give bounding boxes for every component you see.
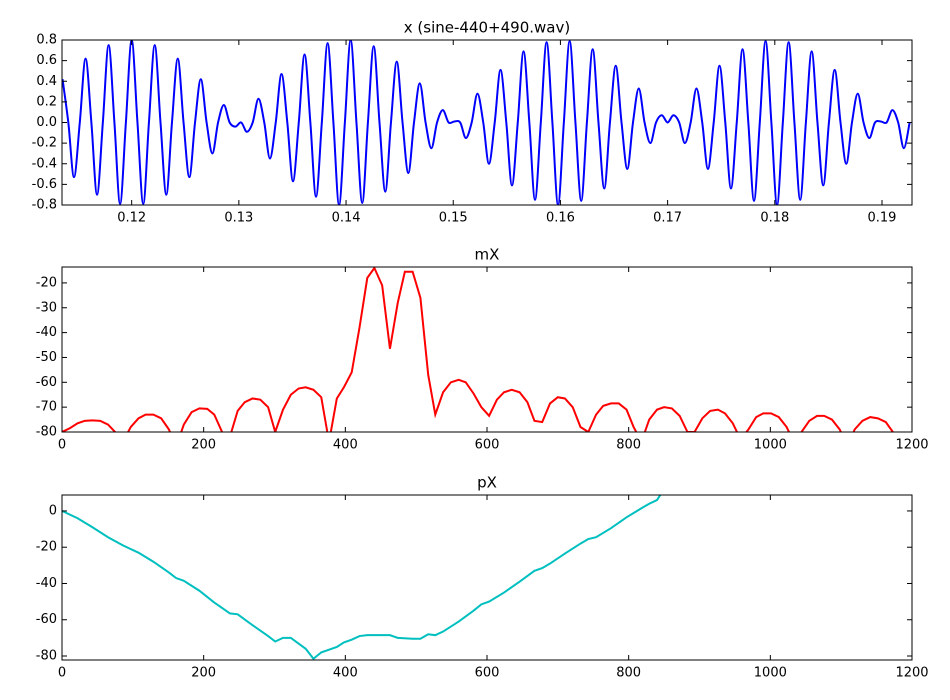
x-tick-label: 600	[475, 666, 500, 681]
x-tick-label: 0.13	[224, 211, 253, 226]
x-tick-label: 0.17	[653, 211, 682, 226]
y-tick-label: 0.0	[36, 115, 57, 130]
y-tick-label: 0.6	[36, 53, 57, 68]
x-tick-label: 0.18	[760, 211, 789, 226]
x-tick-label: 400	[333, 666, 358, 681]
chart-title: mX	[475, 246, 500, 264]
x-tick-label: 1000	[754, 666, 787, 681]
y-tick-label: -0.8	[32, 198, 57, 213]
y-tick-label: 0.4	[36, 74, 57, 89]
x-tick-label: 0.12	[117, 211, 146, 226]
y-tick-label: -0.2	[32, 136, 57, 151]
x-tick-label: 1200	[895, 666, 928, 681]
y-tick-label: 0.2	[36, 94, 57, 109]
data-line	[62, 495, 662, 660]
y-tick-label: -0.4	[32, 156, 57, 171]
y-tick-label: -30	[36, 300, 57, 315]
y-tick-label: 0.8	[36, 33, 57, 48]
data-line	[62, 267, 895, 432]
y-tick-label: -20	[36, 275, 57, 290]
data-line	[62, 40, 911, 205]
y-tick-label: -70	[36, 400, 57, 415]
y-tick-label: -40	[36, 325, 57, 340]
x-tick-label: 1000	[754, 438, 787, 453]
y-tick-label: -50	[36, 350, 57, 365]
x-tick-label: 0.14	[332, 211, 361, 226]
x-tick-label: 400	[333, 438, 358, 453]
y-tick-label: -60	[36, 612, 57, 627]
y-tick-label: 0	[49, 503, 57, 518]
y-tick-label: -0.6	[32, 177, 57, 192]
x-tick-label: 800	[616, 438, 641, 453]
x-tick-label: 600	[475, 438, 500, 453]
y-tick-label: -80	[36, 649, 57, 664]
x-tick-label: 0.19	[868, 211, 897, 226]
x-tick-label: 800	[616, 666, 641, 681]
x-tick-label: 200	[191, 666, 216, 681]
y-tick-label: -20	[36, 540, 57, 555]
x-tick-label: 1200	[895, 438, 928, 453]
x-tick-label: 0.15	[439, 211, 468, 226]
x-tick-label: 0	[58, 438, 66, 453]
chart-title: pX	[477, 474, 497, 492]
y-tick-label: -40	[36, 576, 57, 591]
y-tick-label: -60	[36, 375, 57, 390]
x-tick-label: 0.16	[546, 211, 575, 226]
x-tick-label: 200	[191, 438, 216, 453]
chart-title: x (sine-440+490.wav)	[404, 19, 570, 37]
y-tick-label: -80	[36, 425, 57, 440]
x-tick-label: 0	[58, 666, 66, 681]
